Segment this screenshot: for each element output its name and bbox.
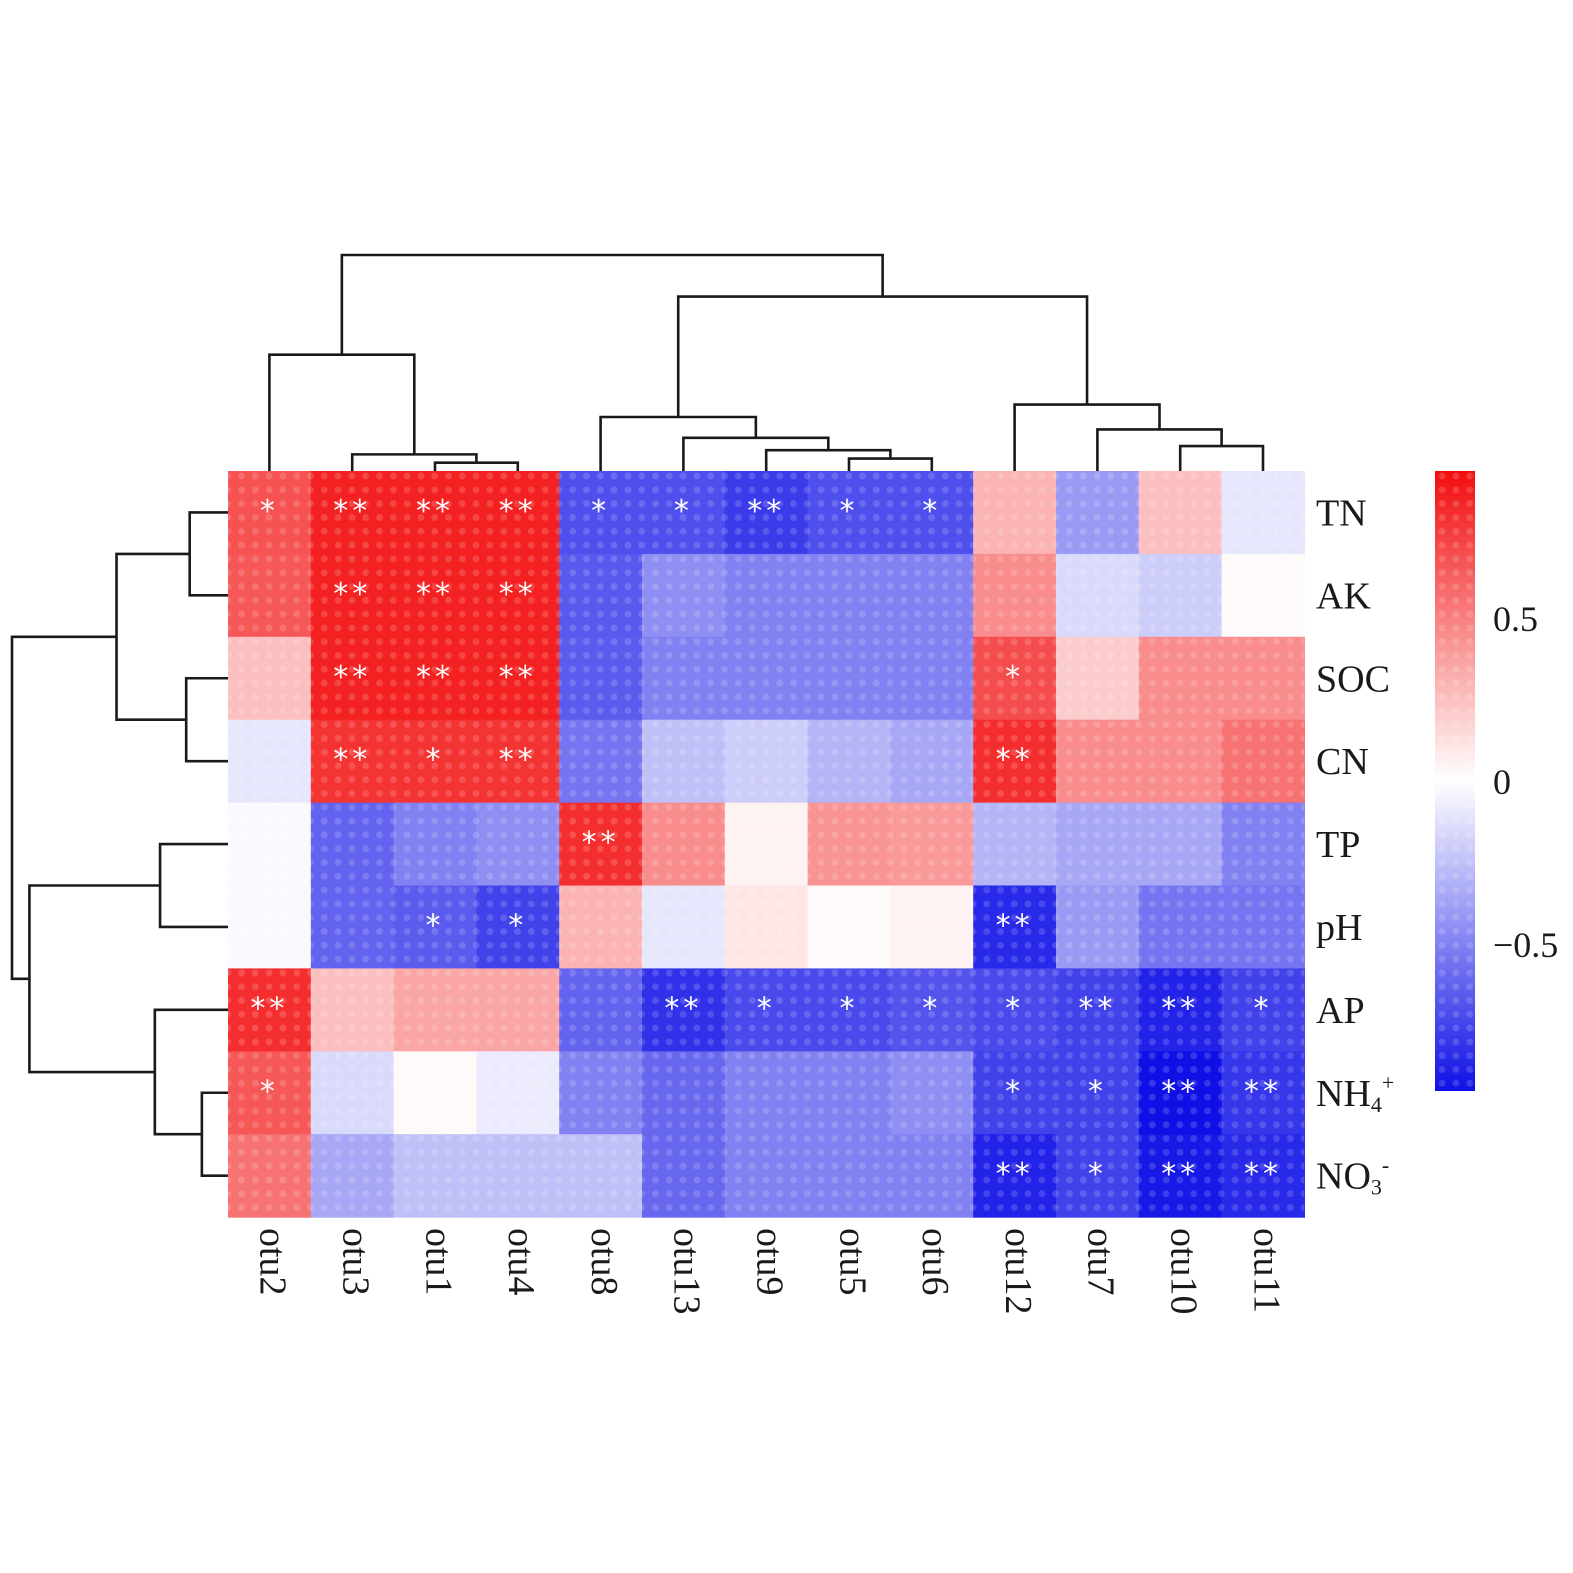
color-legend: 0.5 0 −0.5 [1435,471,1558,1091]
dendrogram-link [433,461,520,471]
significance-mark: * [1005,1074,1024,1109]
significance-mark: * [840,991,859,1026]
significance-mark: ** [996,743,1034,778]
column-label: otu2 [252,1228,294,1296]
significance-mark: * [260,1074,279,1109]
significance-mark: * [1005,991,1024,1026]
column-labels: otu2 otu3 otu1 otu4 otu8 otu13 otu9 otu5 otu6 otu… [252,1228,1288,1315]
dendrogram-link [188,511,228,597]
significance-mark: ** [333,577,371,612]
significance-mark: * [922,494,941,529]
significance-mark: ** [416,660,454,695]
column-label: otu13 [666,1228,708,1315]
row-label: TP [1316,824,1360,866]
significance-mark: ** [416,577,454,612]
significance-mark: ** [499,494,537,529]
column-label: otu9 [748,1228,790,1296]
column-label: otu5 [831,1228,873,1296]
dendrogram-link [153,1008,228,1136]
dendrogram-link [340,253,884,355]
column-label: otu6 [914,1228,956,1296]
significance-mark: * [1254,991,1273,1026]
significance-mark: ** [333,494,371,529]
dendrogram-link [28,884,161,1074]
legend-tick-label: 0 [1493,762,1511,802]
significance-mark: * [508,909,527,944]
legend-tick-label: 0.5 [1493,599,1538,639]
significance-mark: * [674,494,693,529]
dendrogram-link [676,295,1089,417]
significance-mark: ** [499,743,537,778]
significance-mark: * [591,494,610,529]
dendrogram-link [158,842,228,929]
dendrogram-link [847,457,934,471]
column-label: otu7 [1080,1228,1122,1296]
heatmap-cells [228,471,1305,1218]
row-label: NO3- [1316,1153,1389,1200]
significance-mark: * [426,743,445,778]
row-label: AK [1316,575,1371,617]
column-label: otu1 [417,1228,459,1296]
significance-mark: * [1005,660,1024,695]
dendrogram-link [1096,428,1223,471]
significance-mark: ** [1078,991,1116,1026]
significance-mark: * [840,494,859,529]
significance-mark: ** [1161,1074,1199,1109]
dendrogram-link [200,1091,228,1177]
dendrogram-link [184,676,228,763]
cell-texture-overlay [228,471,1305,1218]
legend-texture-overlay [1435,471,1475,1091]
significance-mark: * [1088,1157,1107,1192]
legend-tick-label: −0.5 [1493,925,1558,965]
significance-mark: * [757,991,776,1026]
dendrogram-link [1013,403,1161,471]
significance-mark: ** [1161,991,1199,1026]
significance-mark: * [1088,1074,1107,1109]
row-label: TN [1316,492,1367,534]
significance-mark: ** [333,743,371,778]
significance-mark: ** [1161,1157,1199,1192]
significance-mark: ** [499,577,537,612]
significance-mark: ** [582,826,620,861]
significance-mark: * [922,991,941,1026]
significance-mark: ** [499,660,537,695]
significance-mark: * [260,494,279,529]
dendrogram-link [764,448,892,471]
significance-marks: * ** ** ** * * ** * *** ** **** ** ** *** * ** ***** * ***… [250,494,1282,1192]
row-label: SOC [1316,658,1390,700]
row-labels: TN AK SOC CN TP pH AP NH4+ NO3- [1316,492,1394,1199]
dendrogram-link [1178,444,1265,471]
column-label: otu4 [500,1228,542,1296]
significance-mark: ** [250,991,288,1026]
row-label: AP [1316,990,1365,1032]
significance-mark: ** [1244,1157,1282,1192]
significance-mark: ** [996,909,1034,944]
row-label: pH [1316,907,1362,949]
row-label: CN [1316,741,1369,783]
dendrogram-link [350,453,478,471]
dendrogram-link [599,415,758,471]
significance-mark: ** [747,494,785,529]
row-label: NH4+ [1316,1070,1394,1117]
row-dendrogram [10,511,228,1177]
significance-mark: ** [996,1157,1034,1192]
column-label: otu11 [1245,1228,1287,1313]
significance-mark: ** [416,494,454,529]
significance-mark: ** [1244,1074,1282,1109]
column-label: otu8 [583,1228,625,1296]
column-label: otu3 [334,1228,376,1296]
column-label: otu12 [997,1228,1039,1315]
dendrogram-link [10,635,117,981]
column-dendrogram [268,253,1265,471]
significance-mark: ** [664,991,702,1026]
significance-mark: * [426,909,445,944]
dendrogram-link [115,552,190,721]
dendrogram-link [682,436,830,471]
column-label: otu10 [1162,1228,1204,1315]
significance-mark: ** [333,660,371,695]
